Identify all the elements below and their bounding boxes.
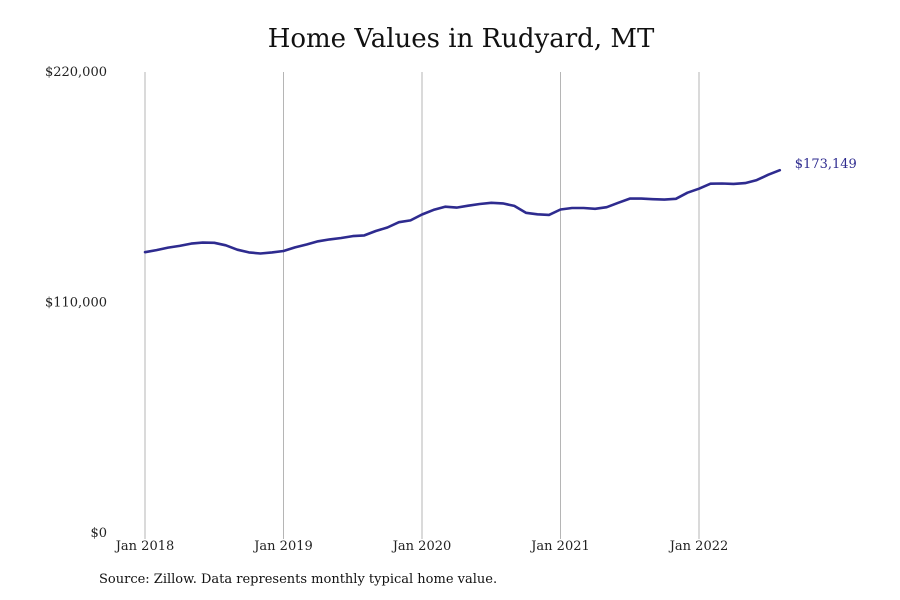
end-value-label: $173,149 <box>795 157 857 172</box>
source-note: Source: Zillow. Data represents monthly … <box>99 572 498 587</box>
series-line <box>143 168 782 255</box>
x-tick-label: Jan 2021 <box>529 539 590 554</box>
y-tick-label: $110,000 <box>45 296 107 311</box>
y-tick-label: $0 <box>90 526 107 541</box>
y-tick-label: $220,000 <box>45 65 107 80</box>
x-tick-label: Jan 2018 <box>114 539 175 554</box>
x-tick-label: Jan 2019 <box>252 539 313 554</box>
x-tick-label: Jan 2022 <box>668 539 729 554</box>
x-tick-label: Jan 2020 <box>391 539 452 554</box>
chart-title: Home Values in Rudyard, MT <box>267 24 655 54</box>
